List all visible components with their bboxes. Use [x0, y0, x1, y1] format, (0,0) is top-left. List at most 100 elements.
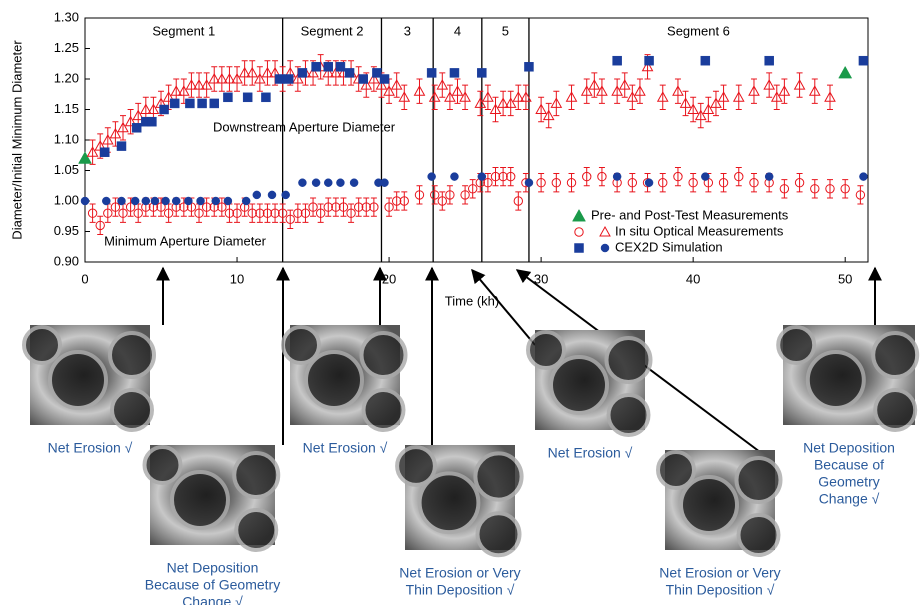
- error-bar: [120, 115, 127, 141]
- error-bar: [826, 84, 833, 110]
- marker: [209, 98, 219, 109]
- photo-detail: [776, 325, 817, 365]
- photo-detail: [110, 388, 154, 432]
- error-bar: [484, 173, 491, 193]
- marker: [859, 172, 868, 181]
- error-bar: [234, 203, 241, 223]
- error-bar: [720, 173, 727, 193]
- error-bar: [826, 179, 833, 199]
- error-bar: [568, 173, 575, 193]
- marker: [679, 97, 692, 108]
- marker: [323, 62, 334, 72]
- marker: [201, 202, 212, 212]
- marker: [185, 79, 198, 90]
- marker: [808, 85, 821, 96]
- marker: [147, 103, 160, 114]
- marker: [718, 178, 729, 188]
- marker: [398, 91, 411, 102]
- marker: [673, 171, 683, 182]
- photo-detail: [395, 445, 437, 487]
- marker: [550, 97, 563, 108]
- marker: [391, 196, 402, 206]
- error-bar: [462, 185, 469, 205]
- marker: [749, 178, 759, 188]
- error-bar: [500, 90, 507, 117]
- marker: [116, 141, 127, 151]
- photo-detail: [549, 355, 609, 415]
- legend-marker: [572, 208, 586, 222]
- error-bar: [112, 197, 119, 217]
- marker: [87, 208, 98, 218]
- marker: [626, 91, 639, 102]
- photo: [526, 330, 653, 437]
- photo-detail: [170, 470, 230, 530]
- marker: [330, 66, 342, 78]
- marker: [855, 190, 866, 200]
- marker: [764, 55, 774, 66]
- marker: [477, 172, 487, 181]
- error-bar: [538, 173, 545, 193]
- legend-marker: [600, 243, 610, 253]
- marker: [323, 202, 333, 212]
- error-bar: [796, 72, 803, 98]
- marker: [450, 172, 459, 181]
- photo-detail: [417, 471, 481, 535]
- error-bar: [439, 191, 446, 211]
- segment-label: 3: [404, 23, 411, 38]
- marker: [283, 74, 294, 84]
- marker: [358, 74, 368, 84]
- marker: [524, 178, 534, 187]
- error-bar: [507, 90, 514, 117]
- photo-caption: Change √: [182, 594, 243, 605]
- photo-detail: [475, 511, 522, 558]
- marker: [110, 202, 121, 212]
- error-bar: [348, 203, 355, 223]
- marker: [200, 79, 213, 90]
- error-bar: [279, 203, 286, 223]
- marker: [255, 208, 265, 218]
- marker: [208, 72, 221, 84]
- marker: [95, 220, 105, 231]
- marker: [763, 79, 776, 90]
- marker: [551, 178, 562, 188]
- y-tick-label: 0.90: [54, 253, 79, 268]
- marker: [597, 171, 607, 182]
- marker: [270, 208, 280, 218]
- error-bar: [538, 96, 545, 123]
- error-bar: [272, 203, 279, 223]
- segment-label: Segment 1: [152, 23, 215, 38]
- marker: [130, 196, 140, 206]
- error-bar: [386, 197, 393, 217]
- photo-caption: Net Erosion √: [48, 440, 133, 456]
- marker: [687, 103, 700, 114]
- photo-detail: [361, 388, 406, 432]
- marker: [429, 190, 440, 200]
- marker: [177, 85, 190, 96]
- error-bar: [811, 78, 818, 104]
- photo-caption: Net Deposition: [803, 440, 895, 456]
- marker: [193, 79, 205, 90]
- error-bar: [393, 191, 400, 211]
- marker: [300, 208, 311, 218]
- marker: [375, 79, 388, 90]
- photo-detail: [22, 325, 62, 365]
- error-bar: [196, 203, 203, 223]
- marker: [238, 66, 251, 78]
- error-bar: [598, 78, 605, 104]
- marker: [778, 85, 791, 96]
- error-bar: [462, 84, 469, 110]
- marker: [498, 171, 508, 182]
- error-bar: [416, 185, 423, 205]
- marker: [460, 190, 470, 200]
- legend-label: Pre- and Post-Test Measurements: [591, 207, 789, 222]
- error-bar: [431, 84, 438, 110]
- error-bar: [416, 78, 423, 104]
- marker: [535, 103, 547, 114]
- photo-detail: [734, 456, 783, 504]
- marker: [524, 62, 534, 72]
- marker: [322, 66, 335, 78]
- marker: [100, 147, 110, 157]
- error-bar: [294, 203, 301, 223]
- error-bar: [454, 78, 461, 104]
- marker: [810, 184, 820, 194]
